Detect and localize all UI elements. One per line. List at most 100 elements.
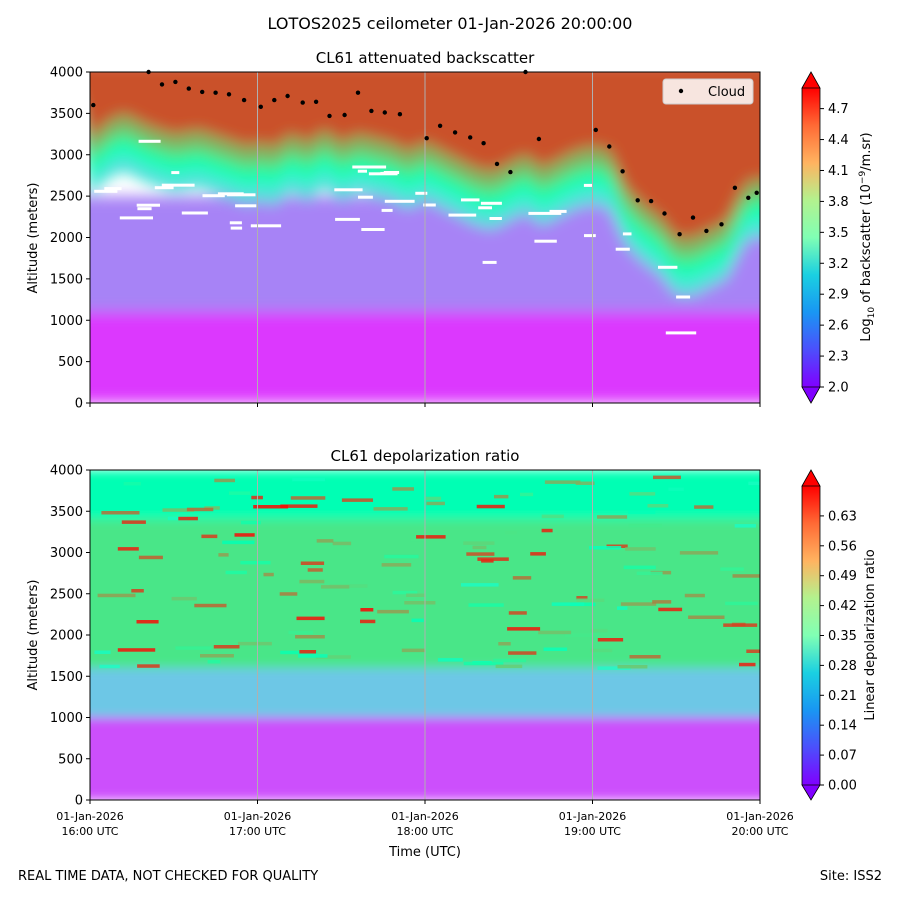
cloud-point: [327, 113, 332, 119]
depol-streak: [617, 606, 628, 610]
depol-streak: [425, 496, 442, 501]
noise-gap: [357, 169, 367, 173]
colorbar-tick-label: 0.42: [828, 599, 857, 614]
depol-streak: [137, 664, 160, 668]
depol-streak: [186, 507, 214, 512]
cloud-point: [258, 104, 263, 110]
cloud-point: [342, 112, 347, 118]
depol-streak: [590, 628, 608, 633]
cloud-point: [732, 185, 738, 190]
depol-streak: [476, 504, 505, 509]
noise-gap: [380, 171, 398, 175]
noise-gap: [334, 188, 363, 192]
depolarization-colorbar-label: Linear depolarization ratio: [863, 549, 878, 720]
noise-gap: [154, 186, 174, 190]
cloud-point: [468, 135, 473, 140]
depol-streak: [214, 478, 235, 483]
depol-streak: [292, 477, 326, 482]
depol-streak: [392, 590, 418, 595]
depol-streak: [123, 482, 141, 486]
depol-streak: [222, 540, 255, 545]
ytick-label: 3000: [50, 546, 83, 561]
colorbar-tick-label: 3.5: [828, 226, 849, 241]
depol-streak: [392, 487, 414, 491]
noise-gap: [583, 183, 593, 187]
depol-streak: [410, 538, 425, 542]
depol-streak: [171, 596, 197, 601]
noise-gap: [381, 208, 393, 212]
depol-streak: [136, 620, 159, 624]
depol-streak: [99, 664, 120, 669]
depol-streak: [463, 661, 504, 666]
depol-streak: [620, 602, 657, 606]
depol-streak: [341, 498, 373, 502]
cloud-point: [746, 195, 751, 200]
depol-streak: [597, 638, 624, 642]
ytick-label: 0: [75, 397, 83, 412]
ytick-label: 500: [58, 355, 83, 370]
depol-streak: [589, 546, 622, 550]
depol-streak: [225, 570, 247, 575]
xtick-time-label: 19:00 UTC: [564, 825, 621, 838]
ytick-label: 2500: [50, 190, 83, 205]
quality-disclaimer: REAL TIME DATA, NOT CHECKED FOR QUALITY: [18, 869, 319, 884]
noise-gap: [448, 213, 477, 217]
cloud-point: [648, 198, 654, 204]
cloud-point: [213, 90, 218, 95]
noise-gap: [665, 331, 697, 335]
depol-streak: [121, 520, 146, 524]
cloud-point: [424, 136, 429, 141]
depol-streak: [296, 616, 325, 621]
depol-streak: [494, 494, 509, 499]
colorbar-tick-label: 0.35: [828, 629, 857, 644]
depol-streak: [466, 552, 495, 556]
ytick-label: 3500: [50, 107, 83, 122]
cloud-point: [186, 86, 191, 91]
ytick-label: 2000: [50, 629, 83, 644]
depol-streak: [234, 533, 255, 537]
depol-streak: [416, 535, 446, 539]
depol-streak: [590, 648, 613, 653]
noise-gap: [361, 228, 385, 231]
cloud-point: [369, 108, 374, 114]
ytick-label: 2500: [50, 587, 83, 602]
cloud-point: [300, 100, 305, 105]
ytick-label: 2000: [50, 231, 83, 246]
depol-streak: [495, 664, 523, 669]
cloud-point: [704, 228, 709, 234]
cloud-point: [620, 169, 625, 174]
noise-gap: [489, 217, 502, 220]
depol-streak: [508, 611, 527, 615]
depol-streak: [629, 492, 656, 496]
ytick-label: 1500: [50, 670, 83, 685]
depol-streak: [647, 504, 669, 508]
cloud-point: [607, 144, 612, 149]
depol-streak: [300, 561, 325, 565]
depolarization-ylabel: Altitude (meters): [26, 580, 41, 691]
depol-streak: [746, 649, 760, 653]
colorbar-tick-label: 4.4: [828, 133, 849, 148]
noise-gap: [352, 165, 387, 169]
cloud-point: [719, 222, 724, 227]
noise-gap: [658, 265, 678, 269]
xtick-date-label: 01-Jan-2026: [391, 810, 459, 823]
cloud-legend[interactable]: Cloud: [662, 78, 754, 105]
noise-gap: [138, 139, 161, 143]
cloud-point: [226, 92, 232, 97]
depol-streak: [623, 565, 656, 570]
depol-streak: [636, 571, 663, 576]
depol-streak: [512, 576, 532, 580]
depol-streak: [178, 516, 198, 521]
colorbar-tick-label: 4.7: [828, 102, 849, 117]
cloud-point: [159, 82, 165, 87]
noise-gap: [528, 211, 562, 215]
depol-streak: [576, 598, 605, 602]
depol-streak: [101, 511, 140, 515]
depol-streak: [384, 554, 419, 559]
depol-streak: [238, 641, 272, 646]
depol-streak: [461, 583, 499, 587]
depol-streak: [597, 515, 628, 519]
depol-streak: [739, 662, 756, 667]
site-label: Site: ISS2: [819, 869, 882, 884]
noise-gap: [137, 207, 152, 211]
